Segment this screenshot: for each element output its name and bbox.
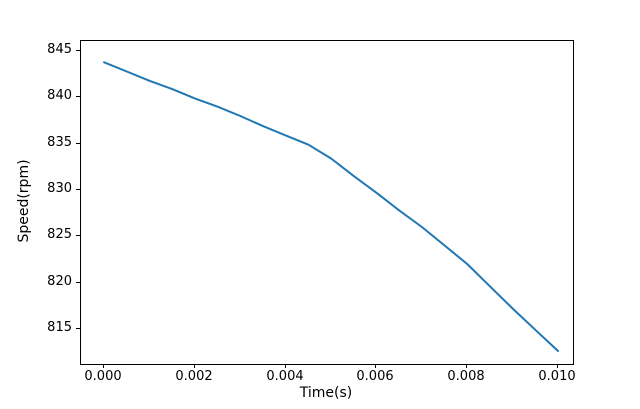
y-tick-mark [76, 143, 80, 144]
x-tick-label: 0.006 [356, 369, 394, 384]
y-tick-mark [76, 189, 80, 190]
x-tick-label: 0.002 [175, 369, 213, 384]
plot-area [80, 40, 574, 365]
y-tick-mark [76, 96, 80, 97]
x-tick-label: 0.010 [538, 369, 576, 384]
y-tick-label: 815 [47, 320, 72, 335]
y-tick-mark [76, 328, 80, 329]
y-tick-mark [76, 235, 80, 236]
x-tick-mark [466, 364, 467, 368]
x-tick-mark [103, 364, 104, 368]
y-tick-mark [76, 282, 80, 283]
y-tick-mark [76, 50, 80, 51]
y-tick-label: 840 [47, 88, 72, 103]
y-tick-label: 845 [47, 42, 72, 57]
y-tick-label: 820 [47, 274, 72, 289]
x-tick-label: 0.008 [447, 369, 485, 384]
x-tick-mark [557, 364, 558, 368]
x-axis-label: Time(s) [299, 385, 353, 401]
speed-line-series [103, 61, 559, 352]
y-tick-label: 825 [47, 227, 72, 242]
y-tick-label: 830 [47, 181, 72, 196]
y-tick-label: 835 [47, 135, 72, 150]
line-chart [103, 61, 559, 352]
x-tick-mark [285, 364, 286, 368]
y-axis-label: Speed(rpm) [16, 159, 32, 243]
x-tick-mark [194, 364, 195, 368]
x-tick-mark [375, 364, 376, 368]
x-tick-label: 0.004 [266, 369, 304, 384]
x-tick-label: 0.000 [84, 369, 122, 384]
